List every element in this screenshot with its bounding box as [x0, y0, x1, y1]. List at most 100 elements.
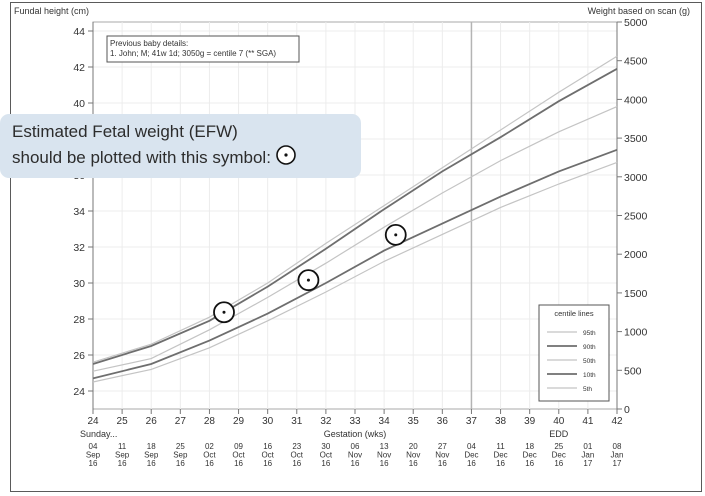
left-tick-label: 28 [73, 314, 85, 326]
right-tick-label: 4000 [624, 94, 648, 106]
legend-entry: 5th [583, 386, 592, 393]
centile-line-50th [92, 106, 618, 372]
x-date-label: 16 [263, 459, 272, 468]
legend-entry: 10th [583, 372, 596, 379]
x-date-label: 16 [496, 459, 505, 468]
x-date-label: 11 [496, 442, 505, 451]
x-tick-label: 27 [175, 416, 187, 427]
x-date-label: 16 [147, 459, 156, 468]
x-date-label: Dec [493, 451, 507, 460]
right-tick-label: 5000 [624, 17, 648, 29]
x-date-label: 09 [234, 442, 243, 451]
x-tick-label: 41 [582, 416, 594, 427]
x-date-label: 27 [438, 442, 447, 451]
x-date-label: 11 [118, 442, 127, 451]
x-date-label: 16 [380, 459, 389, 468]
x-date-label: 16 [467, 459, 476, 468]
x-date-label: Dec [464, 451, 478, 460]
right-tick-label: 3500 [624, 133, 648, 145]
x-date-label: Sep [115, 451, 130, 460]
x-date-label: Nov [406, 451, 420, 460]
left-tick-label: 32 [73, 242, 85, 254]
x-date-label: Dec [523, 451, 537, 460]
right-axis-label: Weight based on scan (g) [588, 6, 690, 16]
x-date-label: 16 [438, 459, 447, 468]
x-date-label: 06 [351, 442, 360, 451]
x-date-label: Oct [320, 451, 333, 460]
x-date-label: Oct [291, 451, 304, 460]
x-date-label: Sep [144, 451, 159, 460]
x-tick-label: 30 [262, 416, 274, 427]
x-center-label: Gestation (wks) [324, 429, 387, 439]
right-tick-label: 2500 [624, 211, 648, 223]
previous-baby-line: 1. John; M; 41w 1d; 3050g = centile 7 (*… [110, 49, 276, 58]
x-date-label: 16 [525, 459, 534, 468]
centile-line-5th [92, 161, 618, 383]
efw-point-dot [394, 233, 398, 237]
previous-baby-title: Previous baby details: [110, 39, 188, 48]
right-tick-label: 2000 [624, 249, 648, 261]
left-axis-label: Fundal height (cm) [14, 6, 89, 16]
x-tick-label: 42 [611, 416, 623, 427]
x-date-label: Jan [611, 451, 624, 460]
left-tick-label: 26 [73, 350, 85, 362]
right-tick-label: 1500 [624, 288, 648, 300]
edd-label: EDD [549, 429, 569, 439]
x-tick-label: 39 [524, 416, 536, 427]
centile-line-95th [92, 55, 618, 363]
right-tick-label: 3000 [624, 172, 648, 184]
x-tick-label: 34 [379, 416, 391, 427]
x-date-label: Nov [348, 451, 362, 460]
x-date-label: 04 [89, 442, 98, 451]
x-date-label: Oct [203, 451, 216, 460]
x-date-label: 02 [205, 442, 214, 451]
x-date-label: 25 [554, 442, 563, 451]
x-date-label: Nov [435, 451, 449, 460]
x-date-label: 18 [147, 442, 156, 451]
x-date-label: 16 [234, 459, 243, 468]
x-tick-label: 40 [553, 416, 565, 427]
right-tick-label: 500 [624, 365, 642, 377]
x-date-label: 16 [409, 459, 418, 468]
x-date-label: Oct [261, 451, 274, 460]
callout-line-1: Estimated Fetal weight (EFW) [12, 122, 238, 141]
previous-baby-box [106, 35, 300, 63]
x-date-label: 16 [176, 459, 185, 468]
x-date-label: 01 [583, 442, 592, 451]
x-date-label: 16 [205, 459, 214, 468]
efw-point-dot [222, 310, 226, 314]
x-tick-label: 28 [204, 416, 216, 427]
legend-entry: 90th [583, 344, 596, 351]
right-tick-label: 4500 [624, 56, 648, 68]
x-date-label: 16 [554, 459, 563, 468]
x-tick-label: 32 [320, 416, 332, 427]
x-date-label: 20 [409, 442, 418, 451]
x-date-label: 16 [321, 459, 330, 468]
centile-line-10th [92, 148, 618, 380]
centile-line-90th [92, 68, 618, 365]
right-tick-label: 0 [624, 404, 630, 416]
x-date-label: 04 [467, 442, 476, 451]
left-tick-label: 30 [73, 278, 85, 290]
x-date-label: Oct [232, 451, 245, 460]
x-date-label: 30 [321, 442, 330, 451]
x-date-label: 08 [613, 442, 622, 451]
x-date-label: 18 [525, 442, 534, 451]
x-date-label: 17 [613, 459, 622, 468]
x-date-label: 25 [176, 442, 185, 451]
left-tick-label: 44 [73, 26, 85, 38]
x-tick-label: 29 [233, 416, 245, 427]
left-tick-label: 24 [73, 386, 85, 398]
left-tick-label: 34 [73, 206, 85, 218]
legend-box [538, 304, 610, 402]
x-tick-label: 26 [146, 416, 158, 427]
left-tick-label: 42 [73, 62, 85, 74]
x-date-label: 16 [292, 459, 301, 468]
x-tick-label: 25 [117, 416, 129, 427]
x-date-label: Nov [377, 451, 391, 460]
x-date-label: 17 [583, 459, 592, 468]
legend-title: centile lines [554, 309, 593, 318]
x-tick-label: 35 [408, 416, 420, 427]
x-date-label: 23 [292, 442, 301, 451]
